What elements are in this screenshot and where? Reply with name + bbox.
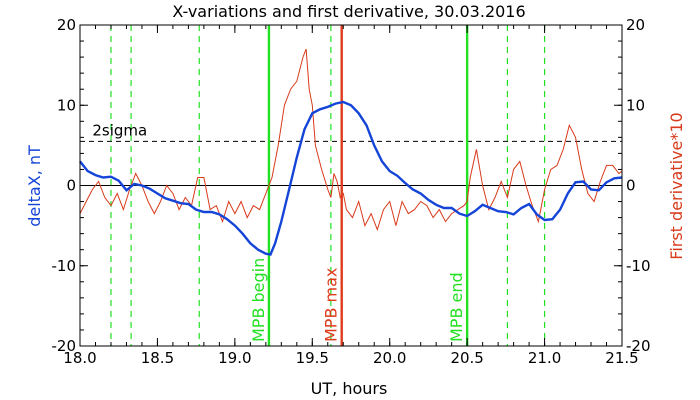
x-tick-label-5: 20.5 <box>450 349 483 367</box>
right-y-axis-label: First derivative*10 <box>667 112 686 259</box>
y-tick-label-right-0: -20 <box>626 337 651 355</box>
event-label-2: MPB end <box>447 272 466 342</box>
threshold: 2sigma <box>80 121 622 142</box>
y-tick-label-left-4: 20 <box>57 16 76 34</box>
deltax-series-line <box>79 100 623 256</box>
y-tick-label-left-2: 0 <box>66 177 76 195</box>
y-tick-label-left-0: -20 <box>52 337 77 355</box>
x-tick-label-6: 21.0 <box>528 349 561 367</box>
left-y-axis-label: deltaX, nT <box>25 145 44 227</box>
chart-title: X-variations and first derivative, 30.03… <box>172 2 525 21</box>
x-tick-label-2: 19.0 <box>218 349 251 367</box>
x-axis-label: UT, hours <box>311 379 388 398</box>
dashed-markers <box>110 25 546 346</box>
derivative-series-line <box>79 48 623 232</box>
x-tick-label-3: 19.5 <box>296 349 329 367</box>
x-tick-label-4: 20.0 <box>373 349 406 367</box>
x-tick-label-1: 18.5 <box>141 349 174 367</box>
y-tick-label-right-2: 0 <box>626 177 636 195</box>
x-tick-label-0: 18.0 <box>63 349 96 367</box>
y-tick-label-right-4: 20 <box>626 16 645 34</box>
x-tick-label-7: 21.5 <box>605 349 638 367</box>
y-tick-label-left-3: 10 <box>57 96 76 114</box>
event-label-0: MPB begin <box>249 258 268 342</box>
y-tick-label-left-1: -10 <box>52 257 77 275</box>
y-tick-label-right-1: -10 <box>626 257 651 275</box>
threshold-label: 2sigma <box>92 121 147 139</box>
axis-ticks: 18.0 18.5 19.0 19.5 20.0 20.5 21.0 21.5-20 -20-1… <box>52 16 651 367</box>
y-tick-label-right-3: 10 <box>626 96 645 114</box>
event-label-1: MPB max <box>322 268 341 342</box>
